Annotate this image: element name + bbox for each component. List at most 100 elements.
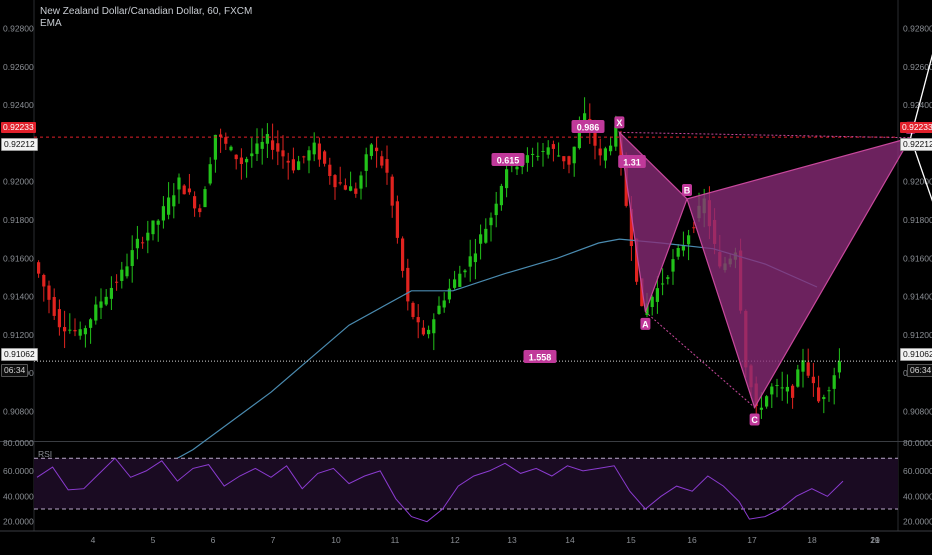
candle-body-up [458, 273, 462, 287]
time-tick-label: 10 [331, 535, 341, 545]
ema-indicator-label[interactable]: EMA [40, 18, 62, 29]
candle-body-up [250, 153, 254, 157]
candle-body-down [390, 176, 394, 206]
candle-countdown-left: 06:34 [1, 364, 29, 377]
candle-body-down [271, 140, 275, 150]
candle-body-up [109, 287, 113, 299]
candle-body-up [666, 277, 670, 279]
candle-body-down [63, 327, 67, 332]
pattern-point-badge [614, 116, 625, 129]
candle-body-up [655, 288, 659, 302]
pattern-ratio-badge [618, 155, 646, 168]
pattern-ratio-badge [571, 120, 605, 133]
candle-body-up [765, 396, 769, 407]
candle-body-down [141, 242, 145, 244]
rsi-tick-label-left: 60.0000 [3, 466, 34, 476]
time-tick-label: 17 [747, 535, 757, 545]
candle-body-up [650, 296, 654, 308]
candle-body-up [541, 150, 545, 152]
candle-body-down [281, 150, 285, 157]
candle-body-up [822, 397, 826, 400]
candle-body-up [229, 146, 233, 151]
candle-body-down [52, 297, 56, 316]
candle-body-up [167, 197, 171, 215]
time-tick-label: 6 [211, 535, 216, 545]
candle-body-up [94, 304, 98, 321]
pattern-ratio-label: 0.986 [577, 123, 600, 133]
candle-body-up [676, 248, 680, 257]
candle-body-down [806, 362, 810, 376]
price-tick-label-right: 0.91800 [903, 215, 932, 225]
candle-body-up [494, 203, 498, 216]
candle-body-down [562, 156, 566, 162]
candle-body-up [265, 134, 269, 144]
candle-body-up [484, 228, 488, 243]
candle-body-up [796, 369, 800, 387]
candle-body-down [328, 164, 332, 176]
candle-body-down [624, 166, 628, 206]
candle-body-down [401, 238, 405, 271]
pattern-xab-triangle[interactable] [618, 130, 688, 313]
candle-body-down [416, 317, 420, 323]
projection-arrow-line[interactable] [909, 19, 932, 138]
candle-body-down [73, 329, 77, 332]
candle-body-up [505, 169, 509, 189]
candle-body-up [583, 113, 587, 127]
candle-body-up [83, 328, 87, 335]
candle-body-up [531, 153, 535, 155]
candle-body-down [57, 309, 61, 328]
candle-body-down [421, 327, 425, 335]
price-tick-label-left: 0.92000 [3, 177, 34, 187]
pattern-xd-line [619, 131, 911, 139]
candle-body-down [234, 154, 238, 160]
candle-body-up [801, 360, 805, 372]
candle-body-down [640, 278, 644, 307]
candle-body-down [385, 159, 389, 173]
candle-body-up [172, 195, 176, 207]
candle-body-down [567, 156, 571, 165]
candle-body-up [572, 146, 576, 164]
candle-body-up [349, 186, 353, 191]
pattern-ratio-label: 1.558 [529, 353, 552, 363]
projection-arrow-line[interactable] [909, 137, 932, 259]
price-tick-label-right: 0.92800 [903, 24, 932, 34]
candle-body-up [557, 155, 561, 157]
time-tick-label: 14 [565, 535, 575, 545]
candle-body-up [577, 129, 581, 149]
candle-body-up [681, 245, 685, 251]
candle-body-down [291, 159, 295, 171]
candle-body-up [307, 150, 311, 161]
candle-body-up [479, 234, 483, 244]
rsi-band-fill [34, 458, 898, 509]
candle-body-up [432, 319, 436, 334]
candle-body-down [598, 148, 602, 156]
time-tick-label: 4 [91, 535, 96, 545]
candle-body-down [193, 196, 197, 209]
pattern-bcd-triangle[interactable] [686, 136, 912, 409]
candle-body-up [359, 175, 363, 189]
candle-body-up [125, 266, 129, 277]
pattern-point-badge [640, 317, 651, 330]
candle-body-up [135, 238, 139, 249]
candle-body-down [37, 262, 41, 274]
candle-body-down [239, 157, 243, 165]
candle-body-down [219, 134, 223, 137]
candle-body-down [182, 185, 186, 195]
price-tick-label-left: 0.91200 [3, 330, 34, 340]
candle-body-up [837, 361, 841, 373]
rsi-pane-label: RSI [38, 449, 52, 459]
symbol-title: New Zealand Dollar/Canadian Dollar, 60, … [40, 6, 253, 17]
time-tick-label: 18 [807, 535, 817, 545]
candle-body-up [213, 134, 217, 160]
candle-body-up [546, 147, 550, 155]
candle-body-down [317, 143, 321, 160]
rsi-top-tick-label-left: 80.0000 [3, 438, 34, 448]
candle-body-up [687, 235, 691, 245]
time-tick-label: 16 [687, 535, 697, 545]
candle-body-up [489, 217, 493, 226]
price-tick-label-right: 0.92400 [903, 100, 932, 110]
candle-body-down [375, 147, 379, 152]
candle-body-down [817, 387, 821, 402]
candle-body-up [120, 269, 124, 281]
